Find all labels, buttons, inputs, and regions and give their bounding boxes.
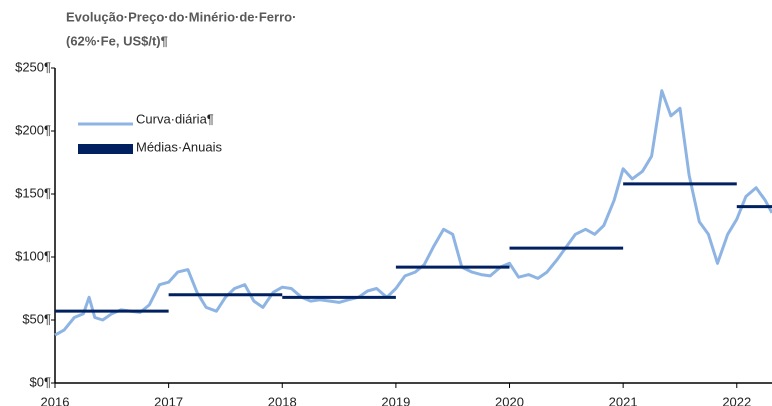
chart-subtitle: (62%·Fe, US$/t)¶ [66,33,168,48]
y-tick-label: $200¶ [15,122,51,137]
y-tick-label: $250¶ [15,59,51,74]
y-tick-label: $0¶ [30,374,51,389]
y-tick-label: $50¶ [22,311,51,326]
legend-label: Curva·diária¶ [136,111,214,126]
chart-title: Evolução·Preço·do·Minério·de·Ferro· [66,9,296,24]
x-tick-label: 2017 [154,394,183,406]
legend-swatch [78,144,133,154]
x-tick-label: 2020 [495,394,524,406]
x-tick-label: 2022 [722,394,751,406]
y-tick-label: $100¶ [15,248,51,263]
daily-line [54,89,772,337]
y-tick-label: $150¶ [15,185,51,200]
legend-label: Médias·Anuais [136,139,222,154]
x-tick-label: 2016 [41,394,70,406]
x-tick-label: 2021 [609,394,638,406]
x-tick-label: 2019 [381,394,410,406]
x-tick-label: 2018 [268,394,297,406]
